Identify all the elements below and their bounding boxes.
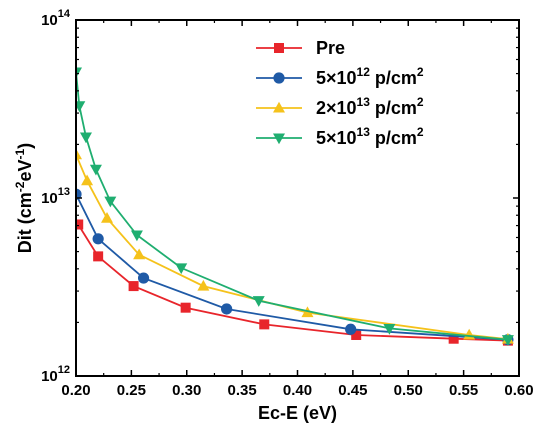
data-point [221, 303, 233, 315]
ticks-layer: 0.20 0.25 0.30 0.35 0.40 0.45 0.50 0.55 0.60 1012… [41, 8, 534, 399]
series-line [76, 72, 508, 341]
data-point [104, 196, 117, 208]
legend-marker [273, 101, 285, 113]
data-point [252, 296, 265, 307]
data-point [259, 319, 270, 330]
x-tick-label: 0.55 [449, 382, 478, 399]
legend-item: 5×1012 p/cm2 [256, 65, 424, 88]
y-tick-label: 1014 [41, 8, 71, 29]
series-3 [76, 67, 514, 346]
x-tick-label: 0.50 [394, 382, 423, 399]
data-point [76, 188, 82, 200]
y-tick-label: 1012 [41, 364, 70, 385]
data-point [130, 230, 143, 242]
data-point [175, 263, 188, 275]
legend-marker [273, 133, 285, 145]
series-layer [76, 67, 514, 346]
x-tick-label: 0.25 [117, 382, 146, 399]
legend-marker [274, 43, 284, 53]
data-point [501, 335, 514, 346]
x-tick-label: 0.40 [283, 382, 312, 399]
data-point [76, 67, 82, 79]
legend: Pre 5×1012 p/cm2 2×1013 p/cm2 5×1013 p/cm2 [256, 38, 424, 148]
legend-item: 2×1013 p/cm2 [256, 95, 424, 118]
data-point [448, 333, 459, 344]
data-point [79, 132, 92, 144]
legend-label: 2×1013 p/cm2 [316, 95, 424, 118]
x-tick-label: 0.45 [338, 382, 367, 399]
x-tick-label: 0.30 [172, 382, 201, 399]
data-point [128, 281, 139, 292]
x-axis-label: Ec-E (eV) [258, 403, 337, 423]
data-point [197, 279, 210, 291]
data-point [76, 219, 84, 230]
data-point [345, 323, 357, 335]
data-point [93, 251, 104, 262]
plot-frame [75, 19, 520, 377]
x-tick-label: 0.20 [61, 382, 90, 399]
series-0 [76, 219, 513, 346]
data-point [92, 233, 104, 245]
x-tick-label: 0.35 [228, 382, 257, 399]
data-point [81, 174, 94, 186]
data-point [76, 101, 86, 112]
y-tick-label: 1013 [41, 186, 70, 207]
data-point [101, 211, 114, 223]
legend-label: Pre [316, 38, 345, 58]
data-point [351, 329, 362, 340]
legend-item: Pre [256, 38, 345, 58]
legend-item: 5×1013 p/cm2 [256, 125, 424, 148]
data-point [180, 302, 191, 313]
series-1 [76, 188, 514, 346]
x-tick-label: 0.60 [504, 382, 533, 399]
data-point [89, 164, 102, 176]
legend-label: 5×1013 p/cm2 [316, 125, 424, 148]
series-line [77, 224, 508, 342]
data-point [133, 248, 146, 260]
series-2 [76, 148, 514, 344]
series-line [76, 154, 508, 341]
data-point [383, 323, 396, 335]
data-point [76, 148, 82, 160]
legend-label: 5×1012 p/cm2 [316, 65, 424, 88]
legend-marker [273, 72, 285, 84]
y-axis-label: Dit (cm-2eV-1) [13, 143, 35, 253]
series-line [76, 193, 508, 341]
data-point [137, 272, 150, 284]
